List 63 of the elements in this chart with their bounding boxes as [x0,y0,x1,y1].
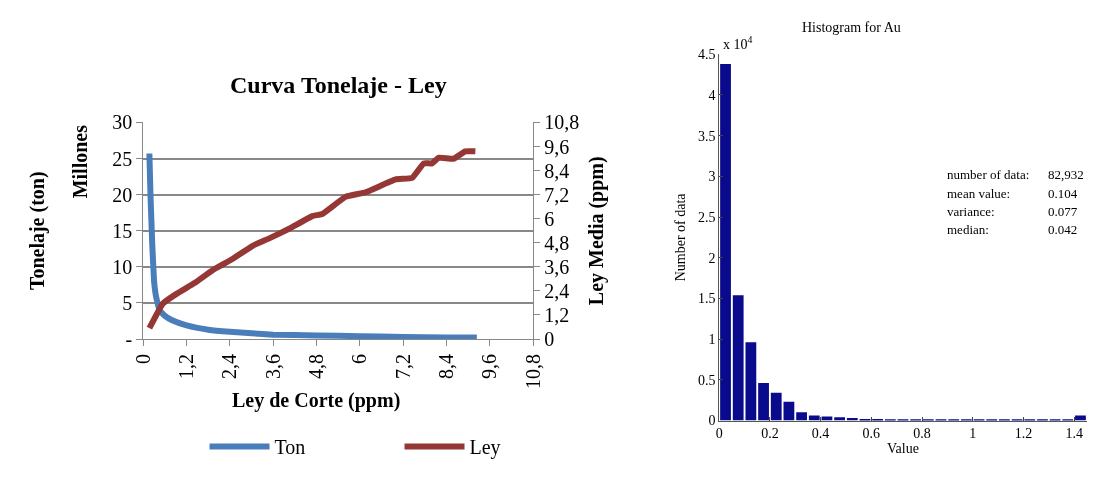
legend-label: Ley [469,436,501,460]
y2-tick-label: 4,8 [544,231,570,254]
y-axis-title: Tonelaje (ton) [25,171,49,291]
y2-tick-label: 3,6 [544,255,570,278]
y2-axis-title: Ley Media (ppm) [584,156,608,306]
x-tick-label: 1.4 [1065,426,1083,442]
y-tick-label: 10 [112,255,133,278]
chart-title: Curva Tonelaje - Ley [230,72,447,98]
y2-tick-label: 9,6 [544,135,570,158]
x-tick-label: 0.6 [862,426,881,442]
text: x 10$^{4}$ [723,34,753,52]
x-tick-label: 0 [131,354,154,365]
y-tick-label: 3 [708,169,716,185]
y-tick-label: 4.5 [697,47,716,63]
y-tick-label: 2.5 [697,209,716,225]
x-tick-label: 1 [969,426,977,442]
annotation: 0.077 [1048,204,1078,219]
y-tick-label: 15 [112,219,133,242]
annotation: 0.104 [1048,186,1078,201]
y-tick-label: 0.5 [697,372,716,388]
annotation: mean value: [947,186,1011,201]
annotation: median: [947,222,989,237]
y-axis-title: Number of data [673,192,689,282]
y-tick-label: 30 [112,111,133,134]
x-tick-label: 2,4 [218,354,241,380]
y-tick-label: 1.5 [697,291,716,307]
x-tick-label: 0.4 [811,426,830,442]
y-tick-label: 5 [122,291,133,314]
y2-tick-label: 7,2 [544,183,570,206]
x-tick-label: 8,4 [435,354,458,380]
y2-tick-label: 10,8 [544,111,580,134]
y-tick-label: 20 [112,183,133,206]
y-tick-label: 25 [112,147,133,170]
chart-title: Histogram for Au [802,20,901,35]
text: Millones [69,124,92,199]
y2-tick-label: 1,2 [544,303,570,326]
annotation: 0.042 [1048,222,1078,237]
y-tick-label: 4 [708,87,716,103]
y-tick-label: 1 [708,332,716,348]
y2-tick-label: 0 [544,328,555,351]
y-tick-label: 2 [708,250,716,266]
x-tick-label: 0.8 [913,426,931,442]
y-tick-label: 0 [708,413,716,429]
y-tick-label: - [125,328,133,351]
x-tick-label: 1,2 [175,354,198,380]
y2-tick-label: 8,4 [544,159,570,182]
annotation: number of data: [947,167,1030,182]
x-tick-label: 6 [348,354,371,365]
legend-label: Ton [274,436,306,459]
x-tick-label: 4,8 [305,354,328,380]
x-tick-label: 9,6 [478,354,501,380]
x-tick-label: 0.2 [761,426,779,442]
x-tick-label: 10,8 [521,354,544,390]
x-axis-title: Value [887,441,919,457]
x-axis-title: Ley de Corte (ppm) [232,389,401,412]
annotation: variance: [947,204,995,219]
y-tick-label: 3.5 [697,128,716,144]
x-tick-label: 7,2 [391,354,414,380]
y2-tick-label: 6 [544,207,555,230]
x-tick-label: 1.2 [1014,426,1033,442]
x-tick-label: 3,6 [261,354,284,380]
annotation: 82,932 [1048,167,1084,182]
y2-tick-label: 2,4 [544,279,570,302]
